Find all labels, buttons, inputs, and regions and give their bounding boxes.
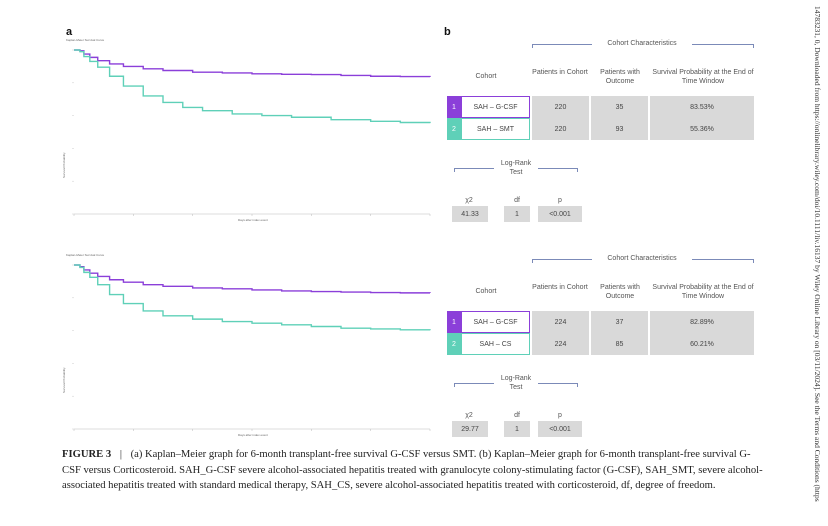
outcome-cell: 93	[591, 118, 648, 140]
km-curve-sah-smt	[74, 49, 431, 124]
figure-caption: FIGURE 3 | (a) Kaplan–Meier graph for 6-…	[62, 447, 768, 494]
x-axis-label: Days after index event	[238, 218, 268, 222]
km-plot-1	[72, 49, 431, 216]
patients-cell: 224	[532, 311, 589, 333]
panel-label-b: b	[444, 26, 451, 38]
download-notice: 14783231, 0, Downloaded from https://onl…	[813, 6, 822, 502]
cohort-name: SAH – SMT	[461, 118, 530, 140]
chi-label: χ2	[465, 197, 473, 204]
km-plot-2	[72, 264, 431, 431]
chart-title: Kaplan-Meier Survival Curve	[66, 38, 105, 42]
caption-label: FIGURE 3	[62, 449, 112, 460]
cohort-index: 1	[447, 96, 461, 118]
panel-label-a: a	[66, 26, 73, 38]
df-label: df	[514, 412, 520, 419]
patients-cell: 220	[532, 118, 589, 140]
header-outcome: Patients with Outcome	[600, 284, 640, 300]
stats-table-2: Cohort Characteristics Cohort Patients i…	[444, 253, 764, 443]
cohort-name: SAH – G-CSF	[461, 311, 530, 333]
patients-cell: 224	[532, 333, 589, 355]
chi-label: χ2	[465, 412, 473, 419]
km-chart-1: Kaplan-Meier Survival Curve Survival Pro…	[62, 38, 442, 223]
km-curve-sah-cs	[74, 264, 431, 331]
header-patients: Patients in Cohort	[532, 284, 588, 291]
chi-value: 41.33	[452, 206, 488, 222]
header-outcome: Patients with Outcome	[600, 69, 640, 85]
df-value: 1	[504, 206, 530, 222]
survival-cell: 83.53%	[650, 96, 754, 118]
p-value: <0.001	[538, 421, 582, 437]
group-header: Cohort Characteristics	[607, 255, 677, 262]
cohort-index: 2	[447, 118, 461, 140]
outcome-cell: 37	[591, 311, 648, 333]
km-curve-sah-g-csf	[74, 49, 431, 78]
df-label: df	[514, 197, 520, 204]
p-value: <0.001	[538, 206, 582, 222]
cohort-index: 1	[447, 311, 461, 333]
cohort-index: 2	[447, 333, 461, 355]
cohort-name: SAH – G-CSF	[461, 96, 530, 118]
survival-cell: 82.89%	[650, 311, 754, 333]
outcome-cell: 85	[591, 333, 648, 355]
p-label: p	[558, 412, 562, 419]
header-survival: Survival Probability at the End of Time …	[652, 69, 754, 85]
logrank-header: Log-Rank Test	[500, 375, 532, 391]
survival-cell: 55.36%	[650, 118, 754, 140]
patients-cell: 220	[532, 96, 589, 118]
group-header: Cohort Characteristics	[607, 40, 677, 47]
p-label: p	[558, 197, 562, 204]
caption-text: (a) Kaplan–Meier graph for 6-month trans…	[62, 449, 763, 492]
header-survival: Survival Probability at the End of Time …	[652, 284, 754, 300]
x-axis-label: Days after index event	[238, 433, 268, 437]
header-cohort: Cohort	[475, 73, 497, 80]
header-patients: Patients in Cohort	[532, 69, 588, 76]
chart-title: Kaplan-Meier Survival Curve	[66, 253, 105, 257]
km-curve-sah-g-csf	[74, 264, 431, 294]
chi-value: 29.77	[452, 421, 488, 437]
cohort-name: SAH – CS	[461, 333, 530, 355]
outcome-cell: 35	[591, 96, 648, 118]
df-value: 1	[504, 421, 530, 437]
stats-table-1: Cohort Characteristics Cohort Patients i…	[444, 38, 764, 228]
caption-separator: |	[119, 449, 122, 460]
logrank-header: Log-Rank Test	[500, 160, 532, 176]
km-chart-2: Kaplan-Meier Survival Curve Survival Pro…	[62, 253, 442, 438]
survival-cell: 60.21%	[650, 333, 754, 355]
header-cohort: Cohort	[475, 288, 497, 295]
